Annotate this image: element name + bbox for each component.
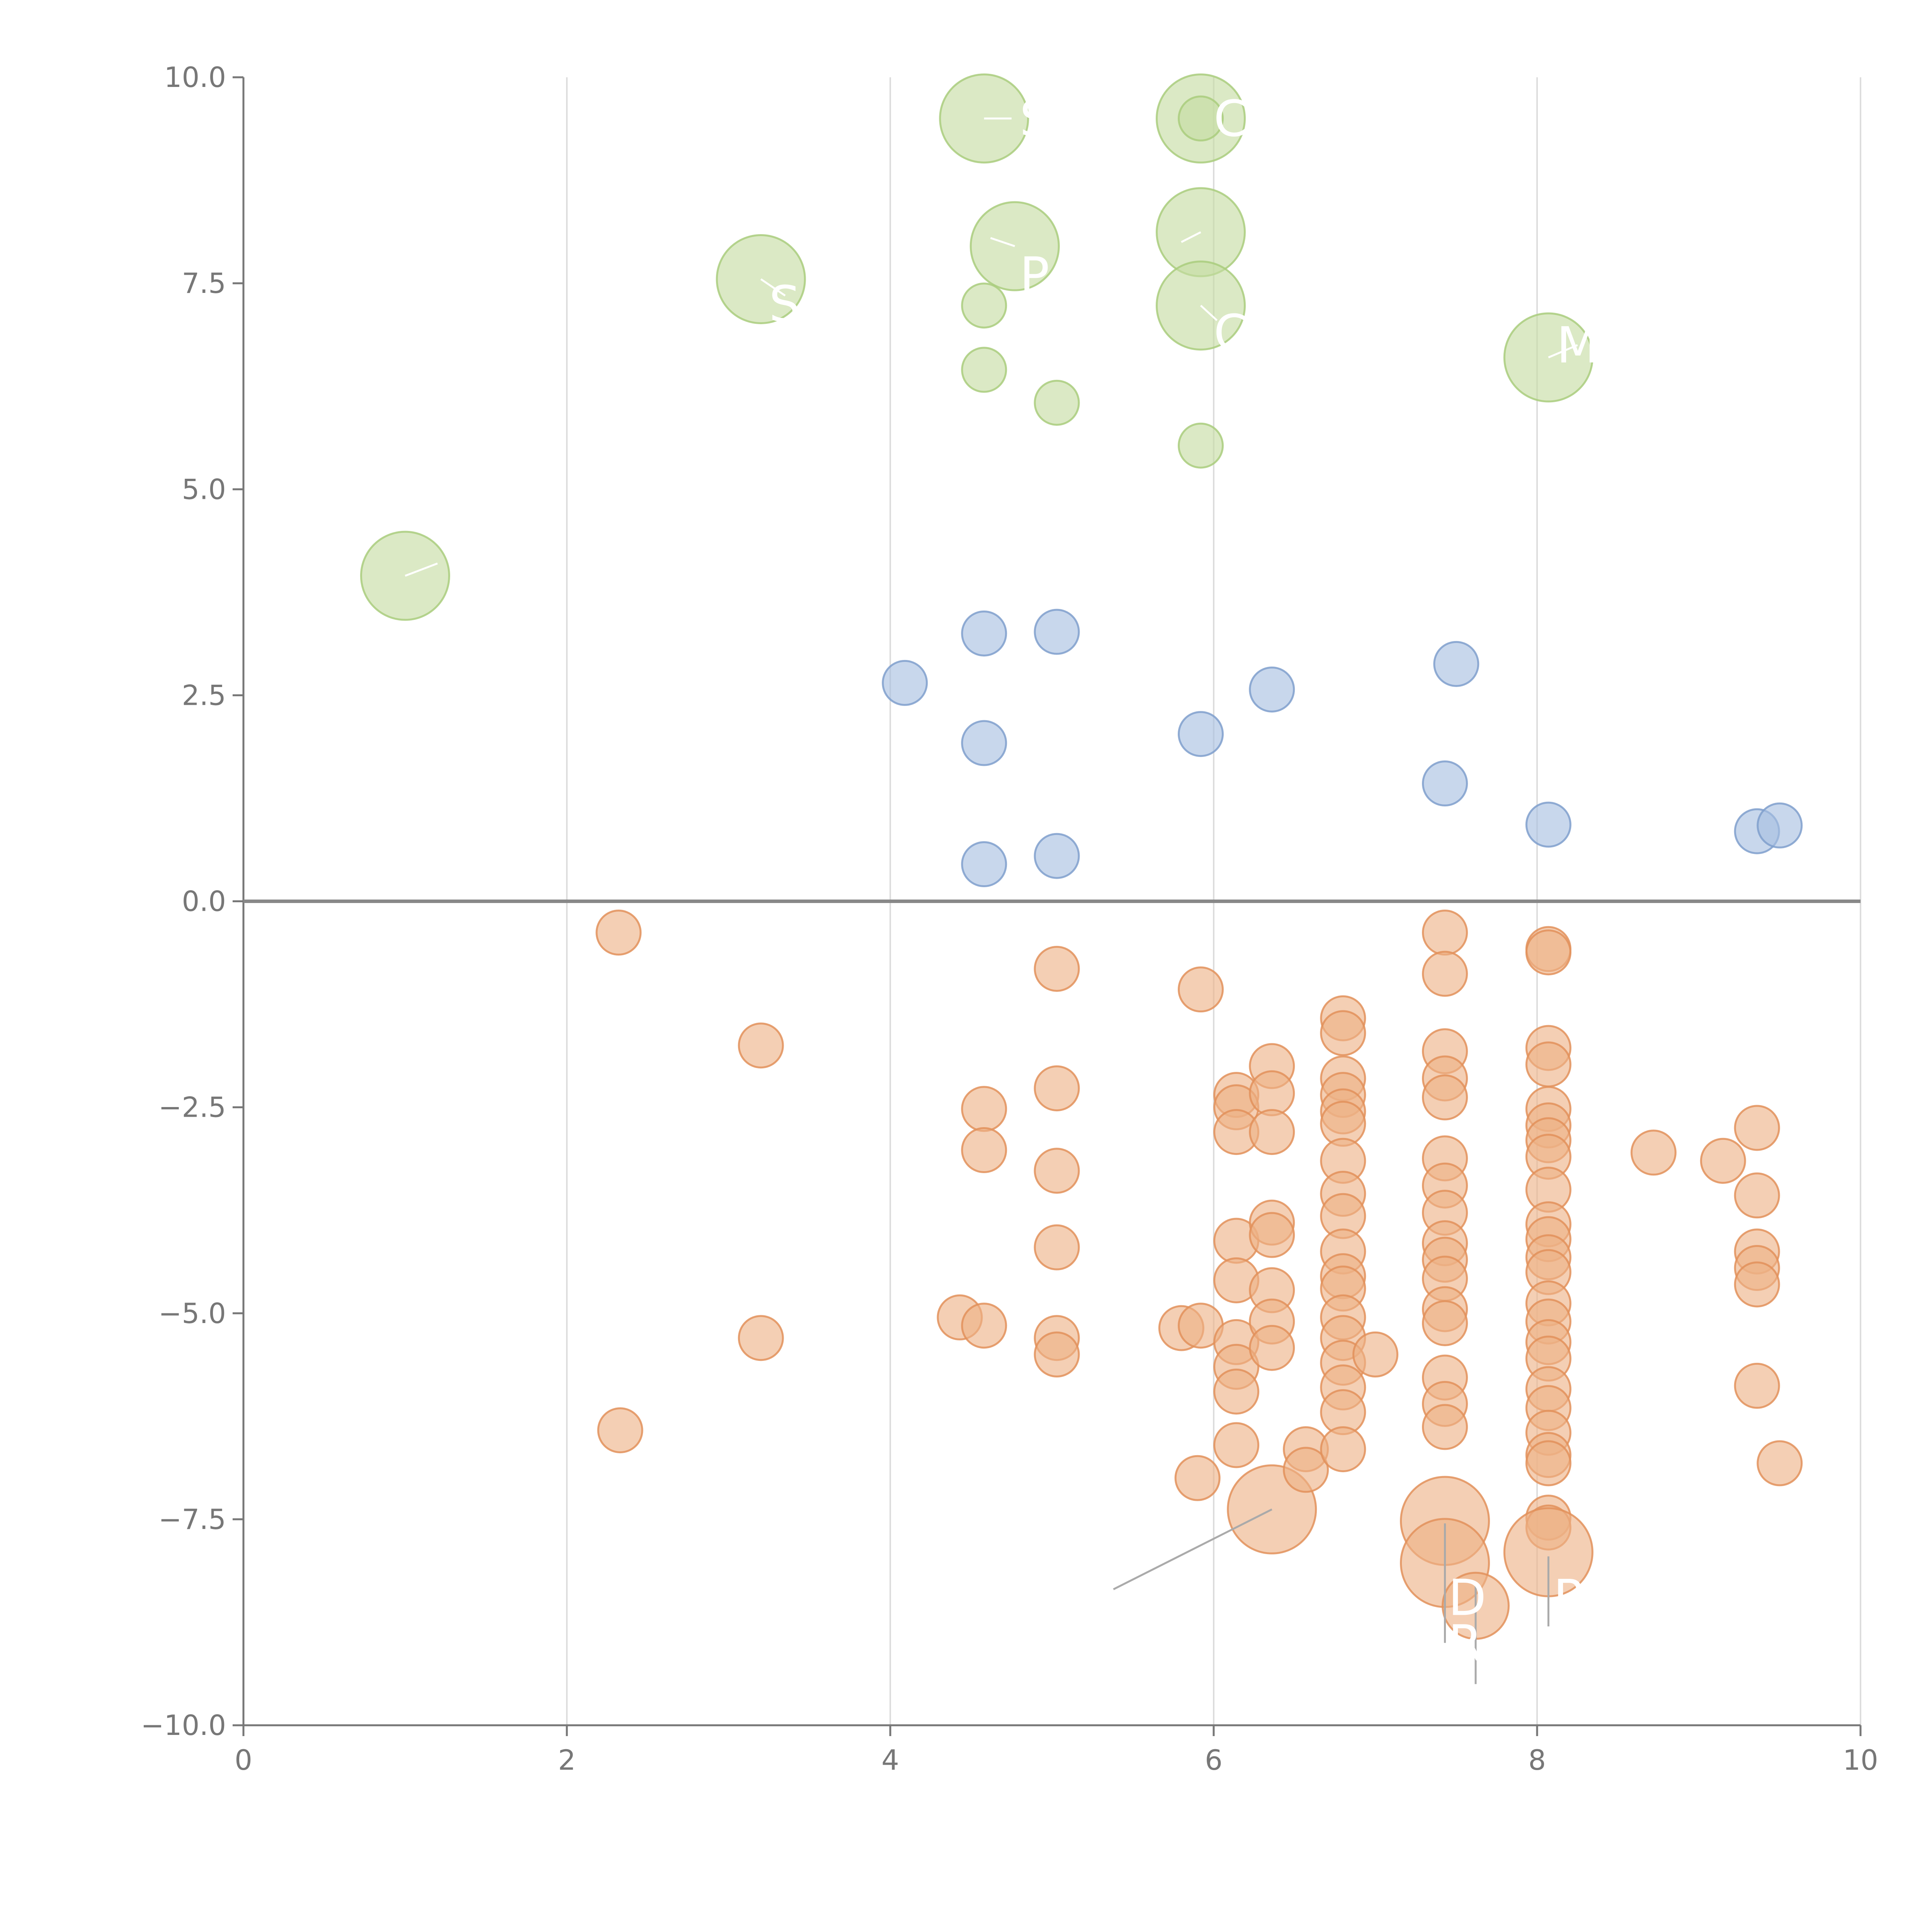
orange-point-77 xyxy=(1525,929,1571,976)
y-tick-label-7: −7.5 xyxy=(158,1503,226,1536)
orange-point-107 xyxy=(1734,1261,1780,1308)
orange-point-13 xyxy=(1034,1331,1080,1378)
orange-point-37 xyxy=(1283,1447,1329,1493)
green-point-4 xyxy=(961,282,1007,329)
orange-point-109 xyxy=(1757,1440,1803,1486)
orange-point-102 xyxy=(1700,1138,1746,1184)
blue-point-10 xyxy=(1525,801,1571,848)
blue-point-5 xyxy=(1034,833,1080,879)
x-tick-label-0: 0 xyxy=(235,1744,252,1776)
annotation-leader-lines xyxy=(405,117,1578,1684)
orange-point-57 xyxy=(1422,910,1468,956)
blue-point-6 xyxy=(1178,711,1224,757)
orange-point-10 xyxy=(1034,1148,1080,1194)
y-tick-label-6: −5.0 xyxy=(158,1297,226,1330)
y-tick-label-2: 5.0 xyxy=(182,473,226,505)
y-tick-label-3: 2.5 xyxy=(182,679,226,711)
blue-point-4 xyxy=(961,841,1007,888)
orange-point-6 xyxy=(961,1127,1007,1173)
point-annotation-4: C xyxy=(1214,304,1248,362)
orange-point-15 xyxy=(1174,1455,1221,1501)
point-annotation-7: P xyxy=(1553,1569,1583,1627)
y-tick-label-8: −10.0 xyxy=(141,1709,226,1742)
orange-point-69 xyxy=(1422,1300,1468,1346)
leader-line-4 xyxy=(405,562,438,577)
orange-point-101 xyxy=(1630,1129,1677,1176)
point-annotations: S C P S C M D P R O xyxy=(769,90,1599,1672)
blue-point-12 xyxy=(1757,802,1803,849)
orange-point-79 xyxy=(1525,1041,1571,1088)
leader-line-0 xyxy=(1113,1509,1272,1590)
point-annotation-0: S xyxy=(1020,90,1051,148)
x-tick-label-2: 4 xyxy=(881,1744,899,1776)
orange-point-28 xyxy=(1249,1070,1295,1116)
orange-point-9 xyxy=(1034,1065,1080,1112)
blue-point-0 xyxy=(882,660,928,706)
point-annotation-9: O xyxy=(1497,1615,1536,1672)
orange-point-29 xyxy=(1249,1109,1295,1155)
blue-point-2 xyxy=(1034,609,1080,655)
orange-point-34 xyxy=(1249,1325,1295,1371)
blue-point-9 xyxy=(1422,760,1468,807)
green-point-11 xyxy=(1178,422,1224,469)
x-tick-label-4: 8 xyxy=(1528,1744,1546,1776)
x-tick-label-3: 6 xyxy=(1205,1744,1223,1776)
orange-point-103 xyxy=(1734,1105,1780,1151)
orange-point-104 xyxy=(1734,1172,1780,1219)
point-annotation-8: R xyxy=(1448,1615,1483,1672)
leader-line-10 xyxy=(1548,344,1578,359)
orange-point-11 xyxy=(1034,1224,1080,1270)
leader-line-8 xyxy=(1181,231,1201,243)
orange-point-39 xyxy=(1320,1010,1366,1056)
leader-line-7 xyxy=(990,237,1015,247)
orange-point-16 xyxy=(1178,966,1224,1013)
point-annotation-6: D xyxy=(1448,1569,1486,1627)
orange-point-25 xyxy=(1213,1368,1260,1415)
leader-line-5 xyxy=(760,278,786,297)
point-annotation-2: P xyxy=(1020,247,1049,304)
leader-line-9 xyxy=(1200,304,1218,321)
data-points xyxy=(360,73,1803,1640)
orange-point-26 xyxy=(1213,1422,1260,1468)
green-point-6 xyxy=(1034,379,1080,426)
point-annotation-3: S xyxy=(769,276,800,333)
orange-point-61 xyxy=(1422,1074,1468,1121)
y-tick-label-5: −2.5 xyxy=(158,1091,226,1124)
orange-point-58 xyxy=(1422,951,1468,997)
blue-point-3 xyxy=(961,720,1007,766)
x-tick-label-5: 10 xyxy=(1843,1744,1878,1776)
green-point-5 xyxy=(961,347,1007,393)
point-annotation-1: C xyxy=(1214,90,1248,148)
orange-point-2 xyxy=(738,1022,784,1069)
x-tick-label-1: 2 xyxy=(558,1744,576,1776)
orange-point-7 xyxy=(961,1303,1007,1349)
point-annotation-5: M xyxy=(1556,317,1599,374)
blue-point-1 xyxy=(961,610,1007,656)
orange-point-55 xyxy=(1320,1426,1366,1473)
tick-labels: 10.0 7.5 5.0 2.5 0.0 −2.5 −5.0 −7.5 −10.0 0 2 4 6 8 10 xyxy=(141,61,1878,1776)
orange-point-108 xyxy=(1734,1362,1780,1409)
blue-point-7 xyxy=(1249,666,1295,713)
orange-point-5 xyxy=(961,1086,1007,1132)
orange-point-97 xyxy=(1525,1440,1571,1486)
y-tick-label-0: 10.0 xyxy=(164,61,226,94)
orange-point-56 xyxy=(1352,1331,1398,1378)
orange-point-3 xyxy=(738,1315,784,1361)
y-tick-label-4: 0.0 xyxy=(182,885,226,918)
orange-point-31 xyxy=(1249,1212,1295,1258)
blue-point-8 xyxy=(1433,641,1480,687)
orange-point-8 xyxy=(1034,946,1080,992)
axes xyxy=(233,76,1862,1736)
orange-point-72 xyxy=(1422,1404,1468,1450)
green-point-8 xyxy=(1178,95,1224,142)
orange-point-1 xyxy=(597,1407,643,1454)
y-tick-label-1: 7.5 xyxy=(182,267,226,299)
orange-point-0 xyxy=(595,910,642,956)
